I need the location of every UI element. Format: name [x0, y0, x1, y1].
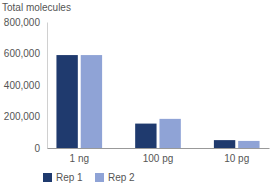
bar	[56, 55, 77, 148]
y-tick: 0	[34, 143, 47, 154]
x-tick: 10 pg	[224, 148, 249, 164]
y-tick: 400,000	[4, 80, 47, 91]
y-tick: 200,000	[4, 111, 47, 122]
x-axis-line	[48, 148, 270, 149]
chart: 0200,000400,000600,000800,0001 ng100 pg1…	[0, 0, 277, 189]
bar	[81, 55, 102, 148]
y-tick-label: 600,000	[4, 48, 41, 59]
x-tick: 1 ng	[70, 148, 89, 164]
bar	[214, 140, 235, 148]
bar	[159, 119, 180, 148]
legend-swatch	[95, 173, 104, 182]
y-tick-label: 0	[34, 143, 40, 154]
y-tick-label: 200,000	[4, 111, 41, 122]
y-axis: 0 200,000 400,000 600,000 800,000	[4, 17, 48, 154]
bar	[238, 141, 259, 148]
y-tick: 800,000	[4, 17, 47, 28]
bar	[135, 124, 156, 148]
bars	[56, 55, 259, 148]
plot: 0200,000400,000600,000800,0001 ng100 pg1…	[4, 17, 270, 164]
y-tick: 600,000	[4, 48, 47, 59]
legend-label: Rep 2	[108, 172, 135, 183]
y-axis-line	[47, 23, 48, 149]
legend-item: Rep 2	[95, 172, 135, 183]
x-tick-label: 10 pg	[224, 153, 249, 164]
legend: Rep 1 Rep 2	[43, 172, 135, 183]
legend-swatch	[43, 173, 52, 182]
x-tick-label: 1 ng	[70, 153, 89, 164]
x-tick-label: 100 pg	[143, 153, 174, 164]
legend-label: Rep 1	[56, 172, 83, 183]
x-tick: 100 pg	[143, 148, 174, 164]
y-tick-label: 800,000	[4, 17, 41, 28]
y-axis-title: Total molecules	[2, 2, 71, 13]
y-tick-label: 400,000	[4, 80, 41, 91]
legend-item: Rep 1	[43, 172, 83, 183]
x-axis: 1 ng 100 pg 10 pg	[48, 148, 270, 164]
